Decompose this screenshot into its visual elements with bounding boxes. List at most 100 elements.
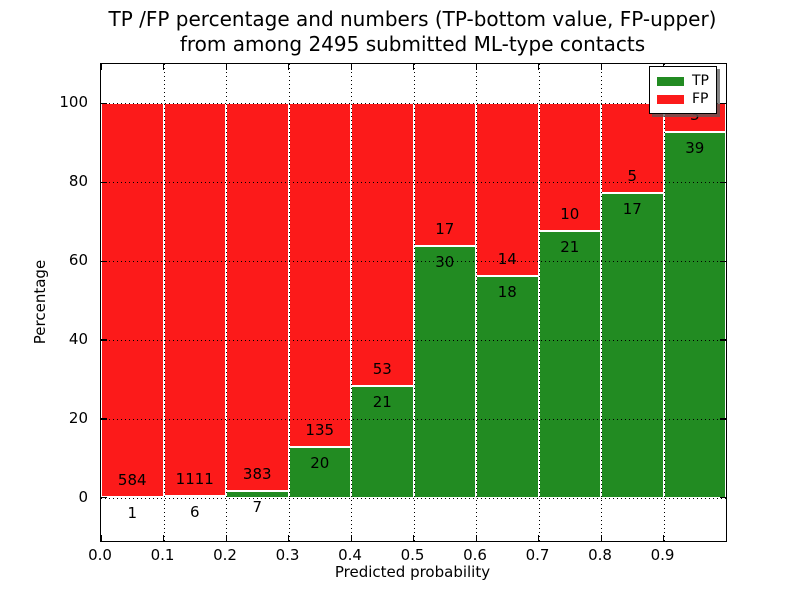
y-tick-mark — [720, 102, 726, 105]
tp-count-label: 1 — [127, 503, 138, 522]
fp-count-label: 14 — [497, 249, 517, 268]
legend-label-fp: FP — [692, 91, 709, 107]
x-tick-label: 0.7 — [525, 546, 550, 564]
y-tick-mark — [101, 102, 107, 105]
bar-segment-fp — [351, 103, 414, 386]
y-tick-mark — [720, 181, 726, 184]
x-tick-mark — [288, 535, 290, 541]
legend-swatch-fp — [657, 94, 684, 104]
fp-count-label: 53 — [372, 359, 392, 378]
y-tick-label: 60 — [68, 251, 88, 270]
x-gridline — [663, 64, 665, 541]
x-tick-label: 0.1 — [150, 546, 175, 564]
legend: TP FP — [649, 66, 717, 114]
x-tick-label: 0.0 — [88, 546, 112, 564]
fp-count-label: 17 — [435, 220, 455, 238]
fp-count-label: 383 — [242, 464, 272, 483]
x-tick-label: 0.2 — [213, 546, 237, 564]
fp-count-label: 3 — [689, 105, 700, 124]
y-tick-label: 20 — [68, 408, 88, 427]
plot-inner: 584 1 1111 6 383 7 135 20 53 21 17 30 14 18 10 21 5 17 3 39 — [100, 64, 726, 541]
tp-count-label: 7 — [252, 497, 263, 516]
x-tick-mark — [225, 64, 227, 70]
x-tick-label: 0.5 — [400, 546, 425, 564]
legend-swatch-tp — [657, 76, 684, 86]
y-tick-mark — [720, 497, 726, 499]
x-axis-label: Predicted probability — [334, 563, 491, 581]
y-tick-label: 0 — [78, 487, 88, 506]
y-tick-mark — [720, 418, 726, 420]
chart-title-line2: from among 2495 submitted ML-type contac… — [179, 32, 646, 56]
x-tick-mark — [100, 64, 102, 70]
tp-count-label: 30 — [435, 253, 455, 271]
chart-title: TP /FP percentage and numbers (TP-bottom… — [100, 7, 725, 57]
x-tick-mark — [475, 64, 477, 70]
bar-segment-fp — [163, 103, 226, 496]
x-tick-label: 0.3 — [275, 546, 300, 564]
tp-count-label: 20 — [310, 453, 330, 472]
x-gridline — [538, 64, 540, 541]
bar-segment-fp — [601, 103, 664, 193]
legend-label-tp: TP — [692, 73, 709, 89]
x-gridline — [351, 64, 352, 541]
x-tick-label: 0.8 — [588, 546, 612, 564]
bar-segment-tp — [476, 275, 539, 498]
tp-count-label: 39 — [685, 138, 705, 157]
bar-segment-fp — [226, 103, 289, 491]
x-gridline — [288, 64, 290, 541]
y-tick-mark — [720, 339, 726, 341]
y-tick-mark — [101, 260, 107, 262]
x-tick-mark — [538, 64, 540, 70]
fp-count-label: 10 — [560, 204, 580, 223]
x-tick-mark — [225, 535, 227, 541]
x-tick-mark — [600, 535, 602, 541]
legend-item-fp: FP — [657, 90, 709, 108]
x-tick-mark — [288, 64, 290, 70]
x-tick-mark — [350, 535, 352, 541]
y-tick-mark — [101, 418, 107, 420]
x-gridline — [601, 64, 602, 541]
x-tick-mark — [663, 535, 665, 541]
y-tick-mark — [101, 181, 107, 184]
x-tick-label: 0.6 — [463, 546, 487, 564]
bar-segment-tp — [226, 490, 289, 498]
bar-segment-tp — [413, 246, 476, 498]
x-tick-mark — [163, 64, 165, 70]
bar-segment-fp — [476, 103, 539, 276]
y-tick-mark — [101, 339, 107, 341]
x-gridline — [476, 64, 477, 541]
fp-count-label: 1111 — [175, 469, 214, 488]
tp-count-label: 21 — [560, 237, 580, 256]
legend-item-tp: TP — [657, 72, 709, 90]
x-tick-mark — [163, 535, 165, 541]
x-gridline — [413, 64, 415, 541]
y-tick-mark — [101, 497, 107, 499]
y-tick-mark — [720, 260, 726, 262]
fp-count-label: 584 — [117, 470, 147, 489]
plot-area: 584 1 1111 6 383 7 135 20 53 21 17 30 14 18 10 21 5 17 3 39 — [100, 63, 727, 542]
x-tick-mark — [538, 535, 540, 541]
bar-segment-fp — [413, 103, 476, 246]
y-tick-label: 100 — [59, 93, 88, 112]
x-gridline — [226, 64, 227, 541]
tp-count-label: 21 — [372, 392, 392, 411]
bar-segment-tp — [601, 193, 664, 498]
bar-segment-tp — [288, 446, 351, 498]
bar-segment-tp — [538, 230, 601, 498]
x-tick-mark — [413, 64, 415, 70]
x-tick-label: 0.4 — [338, 546, 362, 564]
chart-title-line1: TP /FP percentage and numbers (TP-bottom… — [108, 7, 717, 31]
tp-count-label: 18 — [497, 282, 517, 301]
bar-segment-fp — [288, 103, 351, 447]
bar-segment-tp — [663, 131, 726, 498]
tp-count-label: 17 — [622, 200, 642, 219]
x-gridline — [163, 64, 165, 541]
bar-segment-fp — [101, 103, 164, 497]
x-tick-mark — [350, 64, 352, 70]
fp-count-label: 135 — [305, 420, 335, 439]
tp-count-label: 6 — [189, 502, 200, 521]
fp-count-label: 5 — [627, 167, 638, 186]
x-tick-mark — [413, 535, 415, 541]
bar-segment-tp — [351, 385, 414, 498]
